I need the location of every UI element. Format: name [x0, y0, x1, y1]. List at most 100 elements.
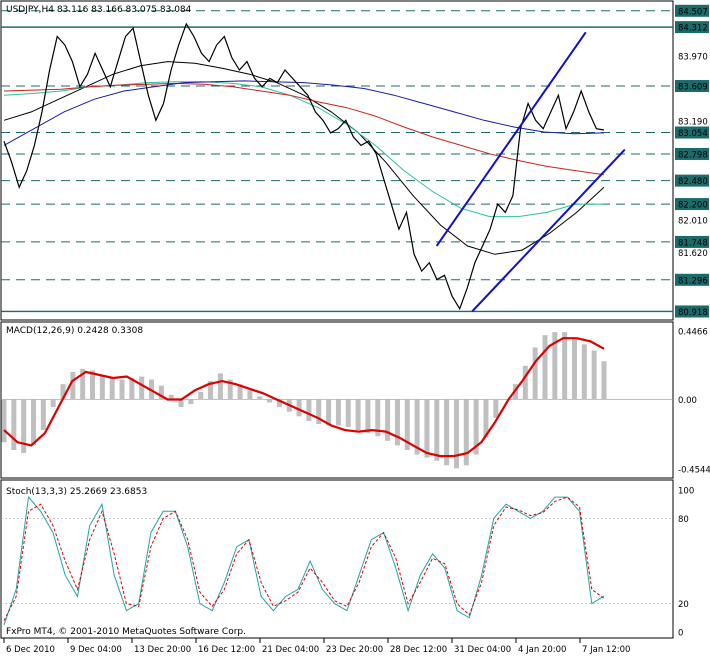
macd-bar-19 [188, 399, 194, 405]
macd-bar-1 [11, 399, 17, 450]
price-tick-label-12: 81.296 [678, 276, 708, 286]
macd-bar-28 [276, 399, 282, 408]
macd-bar-20 [198, 391, 204, 400]
macd-bar-13 [129, 378, 135, 400]
macd-bar-40 [394, 399, 400, 446]
macd-tick-label-0: 0.4466 [678, 328, 708, 338]
macd-bar-9 [90, 370, 96, 400]
price-tick-label-3: 83.609 [678, 83, 708, 93]
macd-bar-8 [80, 368, 86, 400]
stoch-tick-label-2: 20 [678, 600, 689, 610]
macd-bar-14 [139, 376, 145, 400]
macd-bar-35 [345, 399, 351, 428]
macd-bar-5 [50, 399, 56, 408]
price-label-box-0 [675, 4, 709, 17]
macd-bar-21 [208, 381, 214, 400]
price-close-line [3, 22, 605, 311]
macd-bar-49 [483, 399, 489, 438]
macd-bar-44 [434, 399, 440, 461]
channel-upper-line [435, 31, 587, 247]
x-tick-label-5: 23 Dec 20:00 [326, 645, 383, 655]
price-panel-title: USDJPY,H4 83.116 83.166 83.075 83.084 [6, 5, 192, 15]
stoch-axis-ticks: 100 80 20 0 [678, 487, 694, 639]
x-tick-label-6: 28 Dec 12:00 [390, 645, 447, 655]
x-tick-label-9: 7 Jan 12:00 [582, 645, 630, 655]
macd-bar-57 [562, 332, 568, 400]
macd-tick-label-2: -0.4544 [678, 466, 710, 476]
macd-bar-56 [552, 332, 558, 400]
macd-bar-61 [601, 361, 607, 400]
macd-bar-30 [296, 399, 302, 417]
price-label-box-6 [675, 147, 709, 160]
macd-bar-50 [493, 399, 499, 418]
macd-bar-58 [571, 338, 577, 400]
macd-bar-48 [473, 399, 479, 455]
macd-bar-51 [503, 399, 509, 400]
stoch-tick-label-1: 80 [678, 515, 689, 525]
macd-signal-curve [3, 337, 605, 458]
macd-bar-42 [414, 399, 420, 455]
macd-bar-27 [267, 399, 273, 403]
macd-bar-36 [355, 399, 361, 431]
macd-bar-0 [1, 399, 7, 443]
macd-bar-23 [227, 379, 233, 400]
x-tick-label-2: 13 Dec 20:00 [134, 645, 191, 655]
macd-bar-47 [463, 399, 469, 466]
time-axis-ticks: 6 Dec 2010 9 Dec 04:00 13 Dec 20:00 16 Dec … [3, 638, 630, 655]
x-tick-label-0: 6 Dec 2010 [6, 645, 55, 655]
price-panel [0, 0, 674, 321]
price-label-box-12 [675, 273, 709, 286]
macd-bar-37 [365, 399, 371, 434]
price-label-box-3 [675, 80, 709, 93]
horizontal-levels [1, 10, 673, 313]
macd-bar-46 [453, 399, 459, 469]
stoch-panel [0, 479, 674, 639]
macd-bar-16 [158, 385, 164, 400]
stoch-panel-title: Stoch(13,3,3) 25.2669 23.6853 [6, 487, 147, 497]
channel-lower-line [471, 148, 626, 313]
macd-bar-54 [532, 347, 538, 400]
macd-bar-59 [581, 344, 587, 400]
moving-average-2 [3, 82, 605, 176]
macd-bar-33 [326, 399, 332, 426]
price-label-box-13 [675, 305, 709, 318]
macd-bar-4 [40, 399, 46, 431]
price-tick-label-1: 84.312 [678, 24, 708, 34]
price-tick-label-8: 82.200 [678, 201, 708, 211]
stoch-line-0 [3, 495, 605, 626]
moving-averages [3, 61, 605, 255]
trend-channel [435, 31, 626, 313]
macd-bar-10 [99, 374, 105, 400]
macd-signal-line [3, 337, 605, 458]
moving-average-3 [3, 80, 605, 146]
macd-bar-11 [109, 378, 115, 400]
macd-bar-53 [522, 365, 528, 400]
macd-bar-45 [444, 399, 450, 466]
macd-bar-55 [542, 335, 548, 400]
price-tick-label-0: 84.507 [678, 7, 708, 17]
price-label-box-8 [675, 198, 709, 211]
price-label-box-5 [675, 126, 709, 139]
macd-bar-25 [247, 390, 253, 400]
price-series [3, 22, 605, 311]
macd-bar-22 [217, 373, 223, 400]
macd-bar-43 [424, 399, 430, 458]
macd-bar-18 [178, 399, 184, 408]
macd-panel-title: MACD(12,26,9) 0.2428 0.3308 [6, 326, 143, 336]
price-tick-label-7: 82.480 [678, 177, 708, 187]
copyright-text: FxPro MT4, © 2001-2010 MetaQuotes Softwa… [6, 627, 246, 637]
stoch-tick-label-0: 100 [678, 487, 694, 497]
macd-bar-39 [385, 399, 391, 441]
macd-bar-3 [31, 399, 37, 446]
price-tick-label-11: 81.620 [678, 249, 708, 259]
price-tick-label-4: 83.190 [678, 118, 708, 128]
macd-bar-60 [591, 350, 597, 400]
macd-bar-31 [306, 399, 312, 421]
price-tick-label-9: 82.010 [678, 216, 708, 226]
x-tick-label-1: 9 Dec 04:00 [70, 645, 122, 655]
x-tick-label-7: 31 Dec 04:00 [454, 645, 511, 655]
macd-bar-2 [21, 399, 27, 454]
price-tick-label-5: 83.054 [678, 129, 708, 139]
